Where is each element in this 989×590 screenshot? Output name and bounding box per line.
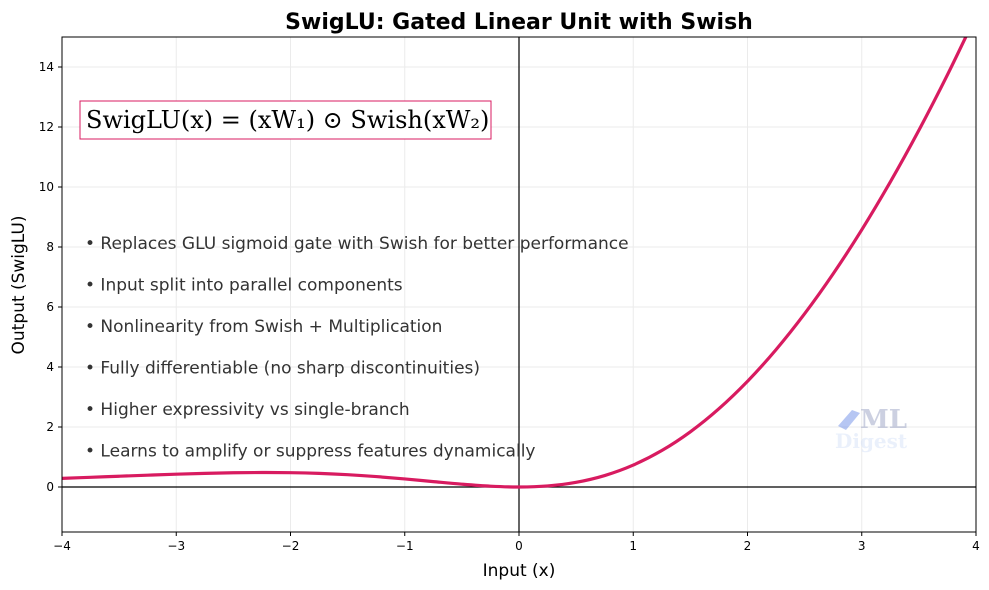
y-tick-label: 0: [46, 480, 54, 494]
y-tick-label: 8: [46, 240, 54, 254]
annotation-text: • Higher expressivity vs single-branch: [85, 400, 410, 420]
x-tick-label: 3: [858, 539, 866, 553]
annotation-text: • Nonlinearity from Swish + Multiplicati…: [85, 317, 442, 337]
annotation-text: • Input split into parallel components: [85, 276, 403, 296]
x-tick-label: −2: [282, 539, 300, 553]
annotation-text: • Fully differentiable (no sharp discont…: [85, 359, 480, 379]
annotation-text: • Learns to amplify or suppress features…: [85, 442, 535, 462]
x-tick-label: 2: [744, 539, 752, 553]
y-axis-label: Output (SwigLU): [9, 216, 29, 355]
svg-text:Digest: Digest: [835, 429, 908, 453]
formula-text: SwigLU(x) = (xW₁) ⊙ Swish(xW₂): [86, 106, 489, 134]
formula-box: [79, 100, 492, 140]
book-icon: [838, 410, 860, 430]
y-tick-label: 2: [46, 420, 54, 434]
y-ticks: 0 2 4 6 8 10 12 14: [39, 60, 62, 494]
x-axis-label: Input (x): [483, 561, 556, 581]
x-tick-label: 0: [515, 539, 523, 553]
x-tick-label: 4: [972, 539, 980, 553]
chart-title: SwigLU: Gated Linear Unit with Swish: [285, 10, 753, 35]
svg-text:ML: ML: [860, 405, 907, 435]
y-tick-label: 6: [46, 300, 54, 314]
y-tick-label: 14: [39, 60, 54, 74]
y-tick-label: 10: [39, 180, 54, 194]
watermark: ML Digest: [835, 405, 908, 453]
x-tick-label: −1: [396, 539, 414, 553]
series-group: [62, 37, 968, 489]
x-tick-label: −4: [53, 539, 71, 553]
annotation-text: • Replaces GLU sigmoid gate with Swish f…: [85, 234, 629, 254]
x-tick-label: 1: [629, 539, 637, 553]
series-line-swiglu: [62, 37, 968, 489]
y-tick-label: 4: [46, 360, 54, 374]
x-ticks: −4 −3 −2 −1 0 1 2 3 4: [53, 532, 980, 553]
x-tick-label: −3: [167, 539, 185, 553]
annotations: • Replaces GLU sigmoid gate with Swish f…: [85, 234, 629, 462]
y-tick-label: 12: [39, 120, 54, 134]
